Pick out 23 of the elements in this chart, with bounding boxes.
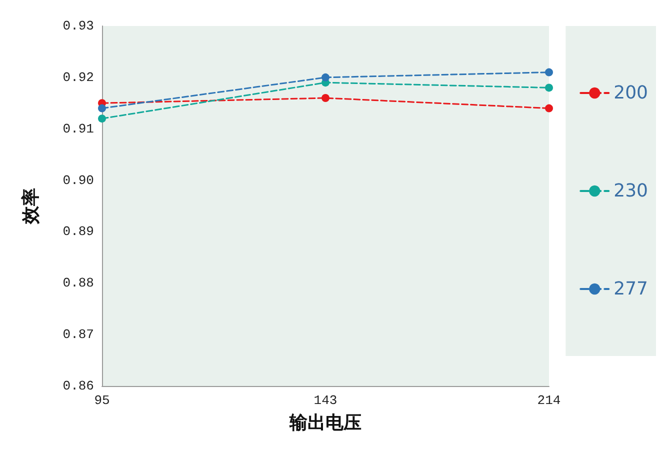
y-tick-label: 0.89 [62,224,94,240]
point [322,94,330,102]
x-axis-title: 输出电压 [288,412,362,434]
y-axis-title: 效率 [20,188,42,225]
y-tick-label: 0.91 [62,121,94,136]
legend-label: 277 [614,278,648,300]
y-tick-label: 0.86 [62,378,94,394]
point [322,73,330,82]
point [545,68,553,76]
legend-label: 230 [614,180,648,202]
y-tick-label: 0.88 [62,276,94,291]
y-tick-label: 0.92 [62,70,94,85]
y-tick-label: 0.93 [62,18,94,34]
legend-label: 200 [614,82,648,104]
x-tick-label: 214 [537,393,561,408]
point [545,104,553,112]
x-tick-label: 95 [94,393,110,408]
y-tick-label: 0.87 [62,327,94,342]
point [98,104,106,112]
x-tick-label: 143 [314,393,338,408]
point [545,84,553,92]
y-tick-label: 0.90 [62,172,94,188]
point [98,114,106,123]
